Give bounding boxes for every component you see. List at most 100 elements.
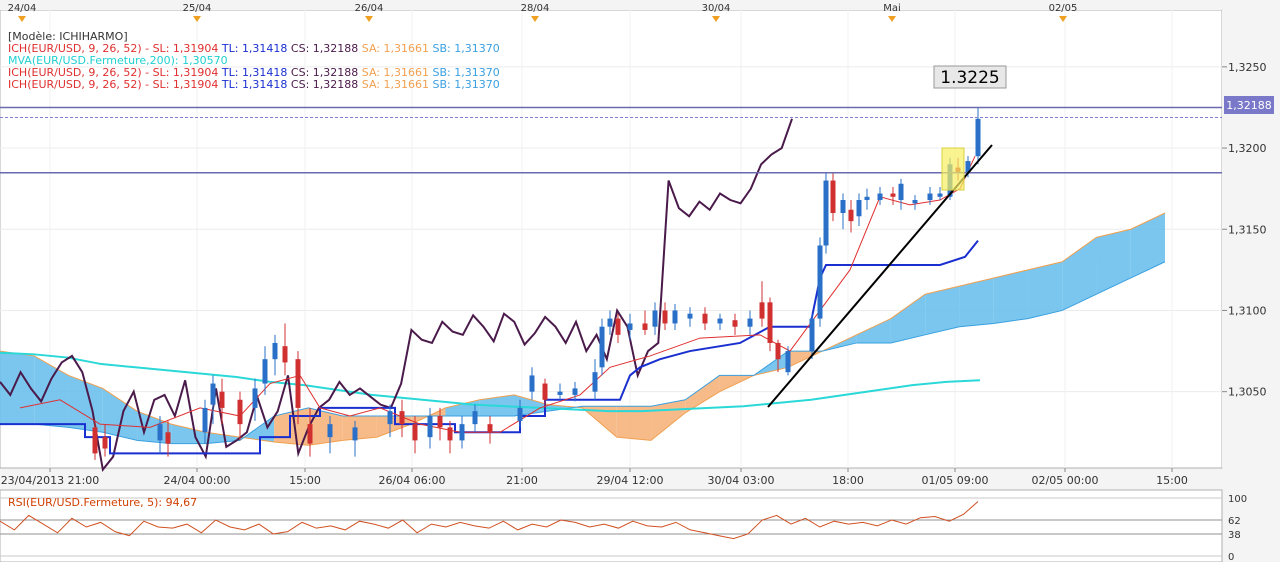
horizontal-levels [0,106,1222,174]
xtick-label: 15:00 [1156,474,1188,487]
candle-body [965,161,971,173]
legend-line: MVA(EUR/USD.Fermeture,200): 1,30570 [8,54,228,67]
candle-body [627,323,633,330]
top-date-label: Mai [883,3,901,14]
candle-body [529,375,535,392]
candle-body [840,200,846,214]
top-date-axis: 24/04 25/04 26/04 28/04 30/04 Mai 02/05 [0,0,1222,22]
cloud-segment [890,294,926,343]
xtick-label: 15:00 [289,474,321,487]
candle-body [437,416,443,428]
candle-body [672,310,678,324]
candle-body [157,424,163,441]
candle-body [165,432,171,444]
top-date-marker [18,16,26,22]
candle-body [898,183,904,201]
legend-line: ICH(EUR/USD, 9, 26, 52) - SL: 1,31904 TL… [8,78,500,91]
cloud-segment [856,318,891,343]
price-callout: 1.3225 [933,65,1007,89]
candle-body [912,200,918,204]
candle-body [717,318,723,324]
cloud-segment [342,416,377,441]
legend-part: TL: 1,31418 [218,78,287,91]
legend-part: SL: 1,31904 [153,42,219,55]
xtick-label: 01/05 09:00 [922,474,989,487]
price-axis [1222,10,1280,468]
legend-part: MVA(EUR/USD.Fermeture,200): 1,30570 [8,54,228,67]
candle-body [459,424,465,441]
candle-body [775,342,781,360]
top-date-label: 02/05 [1049,3,1078,14]
top-date-marker [193,16,201,22]
legend-part: ICH(EUR/USD, 9, 26, 52) - [8,66,153,79]
candle-body [702,313,708,324]
xtick-label: 29/04 12:00 [597,474,664,487]
legend-part: SA: 1,31661 [358,66,429,79]
candle-body [472,411,478,425]
legend-part: SL: 1,31904 [153,66,219,79]
candle-body [387,411,393,425]
candle-body [557,391,563,395]
candle-body [877,193,883,201]
rsi-line [0,501,979,540]
legend-part: ICH(EUR/USD, 9, 26, 52) - [8,78,153,91]
mva-line [0,351,981,413]
cloud-segment [102,388,138,441]
grid [0,10,1222,468]
candle-body [662,310,668,324]
candle-body [817,245,823,319]
candle-body [864,196,870,201]
candle-body [785,351,791,373]
cloud-segment [959,277,994,327]
top-date-label: 30/04 [702,3,731,14]
candle-body [447,427,453,441]
ichimoku-cloud [0,212,1166,446]
highlight-box [941,147,965,191]
top-date-label: 28/04 [521,3,550,14]
cloud-segment [137,411,172,444]
current-price-tag: 1,32188 [1224,96,1274,114]
top-date-marker [1059,16,1067,22]
top-date-label: 24/04 [8,3,37,14]
rsi-axis-label: 100 [1228,494,1247,505]
candle-body [937,193,943,197]
cloud-segment [1096,229,1131,295]
candle-body [202,407,208,433]
ytick-label: 1,3250 [1228,61,1267,74]
candle-body [352,427,358,441]
candle-body [307,424,313,444]
xtick-label: 18:00 [832,474,864,487]
top-date-marker [365,16,373,22]
cloud-segment [34,355,69,428]
xtick-label: 26/04 06:00 [379,474,446,487]
candle-body [572,388,578,395]
candle-body [747,318,753,327]
candle-body [327,424,333,438]
legend-part: TL: 1,31418 [218,66,287,79]
cloud-segment [925,286,960,335]
candle-body [517,407,523,421]
legend-line: ICH(EUR/USD, 9, 26, 52) - SL: 1,31904 TL… [8,66,500,79]
cloud-segment [685,375,720,413]
candle-body [272,342,278,360]
top-axis-bg [0,0,1222,10]
legend-part: CS: 1,32188 [287,42,358,55]
candle-body [487,424,493,433]
legend-model: [Modèle: ICHIHARMO] [8,30,128,43]
rsi-axis-label: 62 [1228,516,1241,527]
top-date-label: 25/04 [183,3,212,14]
top-date-marker [531,16,539,22]
top-date-marker [888,16,896,22]
chikou-span-line [0,118,793,472]
legend-part: SL: 1,31904 [153,78,219,91]
top-date-label: 26/04 [355,3,384,14]
candle-body [927,193,933,201]
candle-body [732,320,738,327]
ytick-label: 1,3050 [1228,386,1267,399]
axes: 1,3250 1,3200 1,3150 1,3100 1,3050 23/04/2013… [1,61,1267,487]
candle-body [262,359,268,384]
top-date-marker [712,16,720,22]
legend-part: SA: 1,31661 [358,42,429,55]
legend-part: CS: 1,32188 [287,78,358,91]
candle-body [809,318,815,352]
